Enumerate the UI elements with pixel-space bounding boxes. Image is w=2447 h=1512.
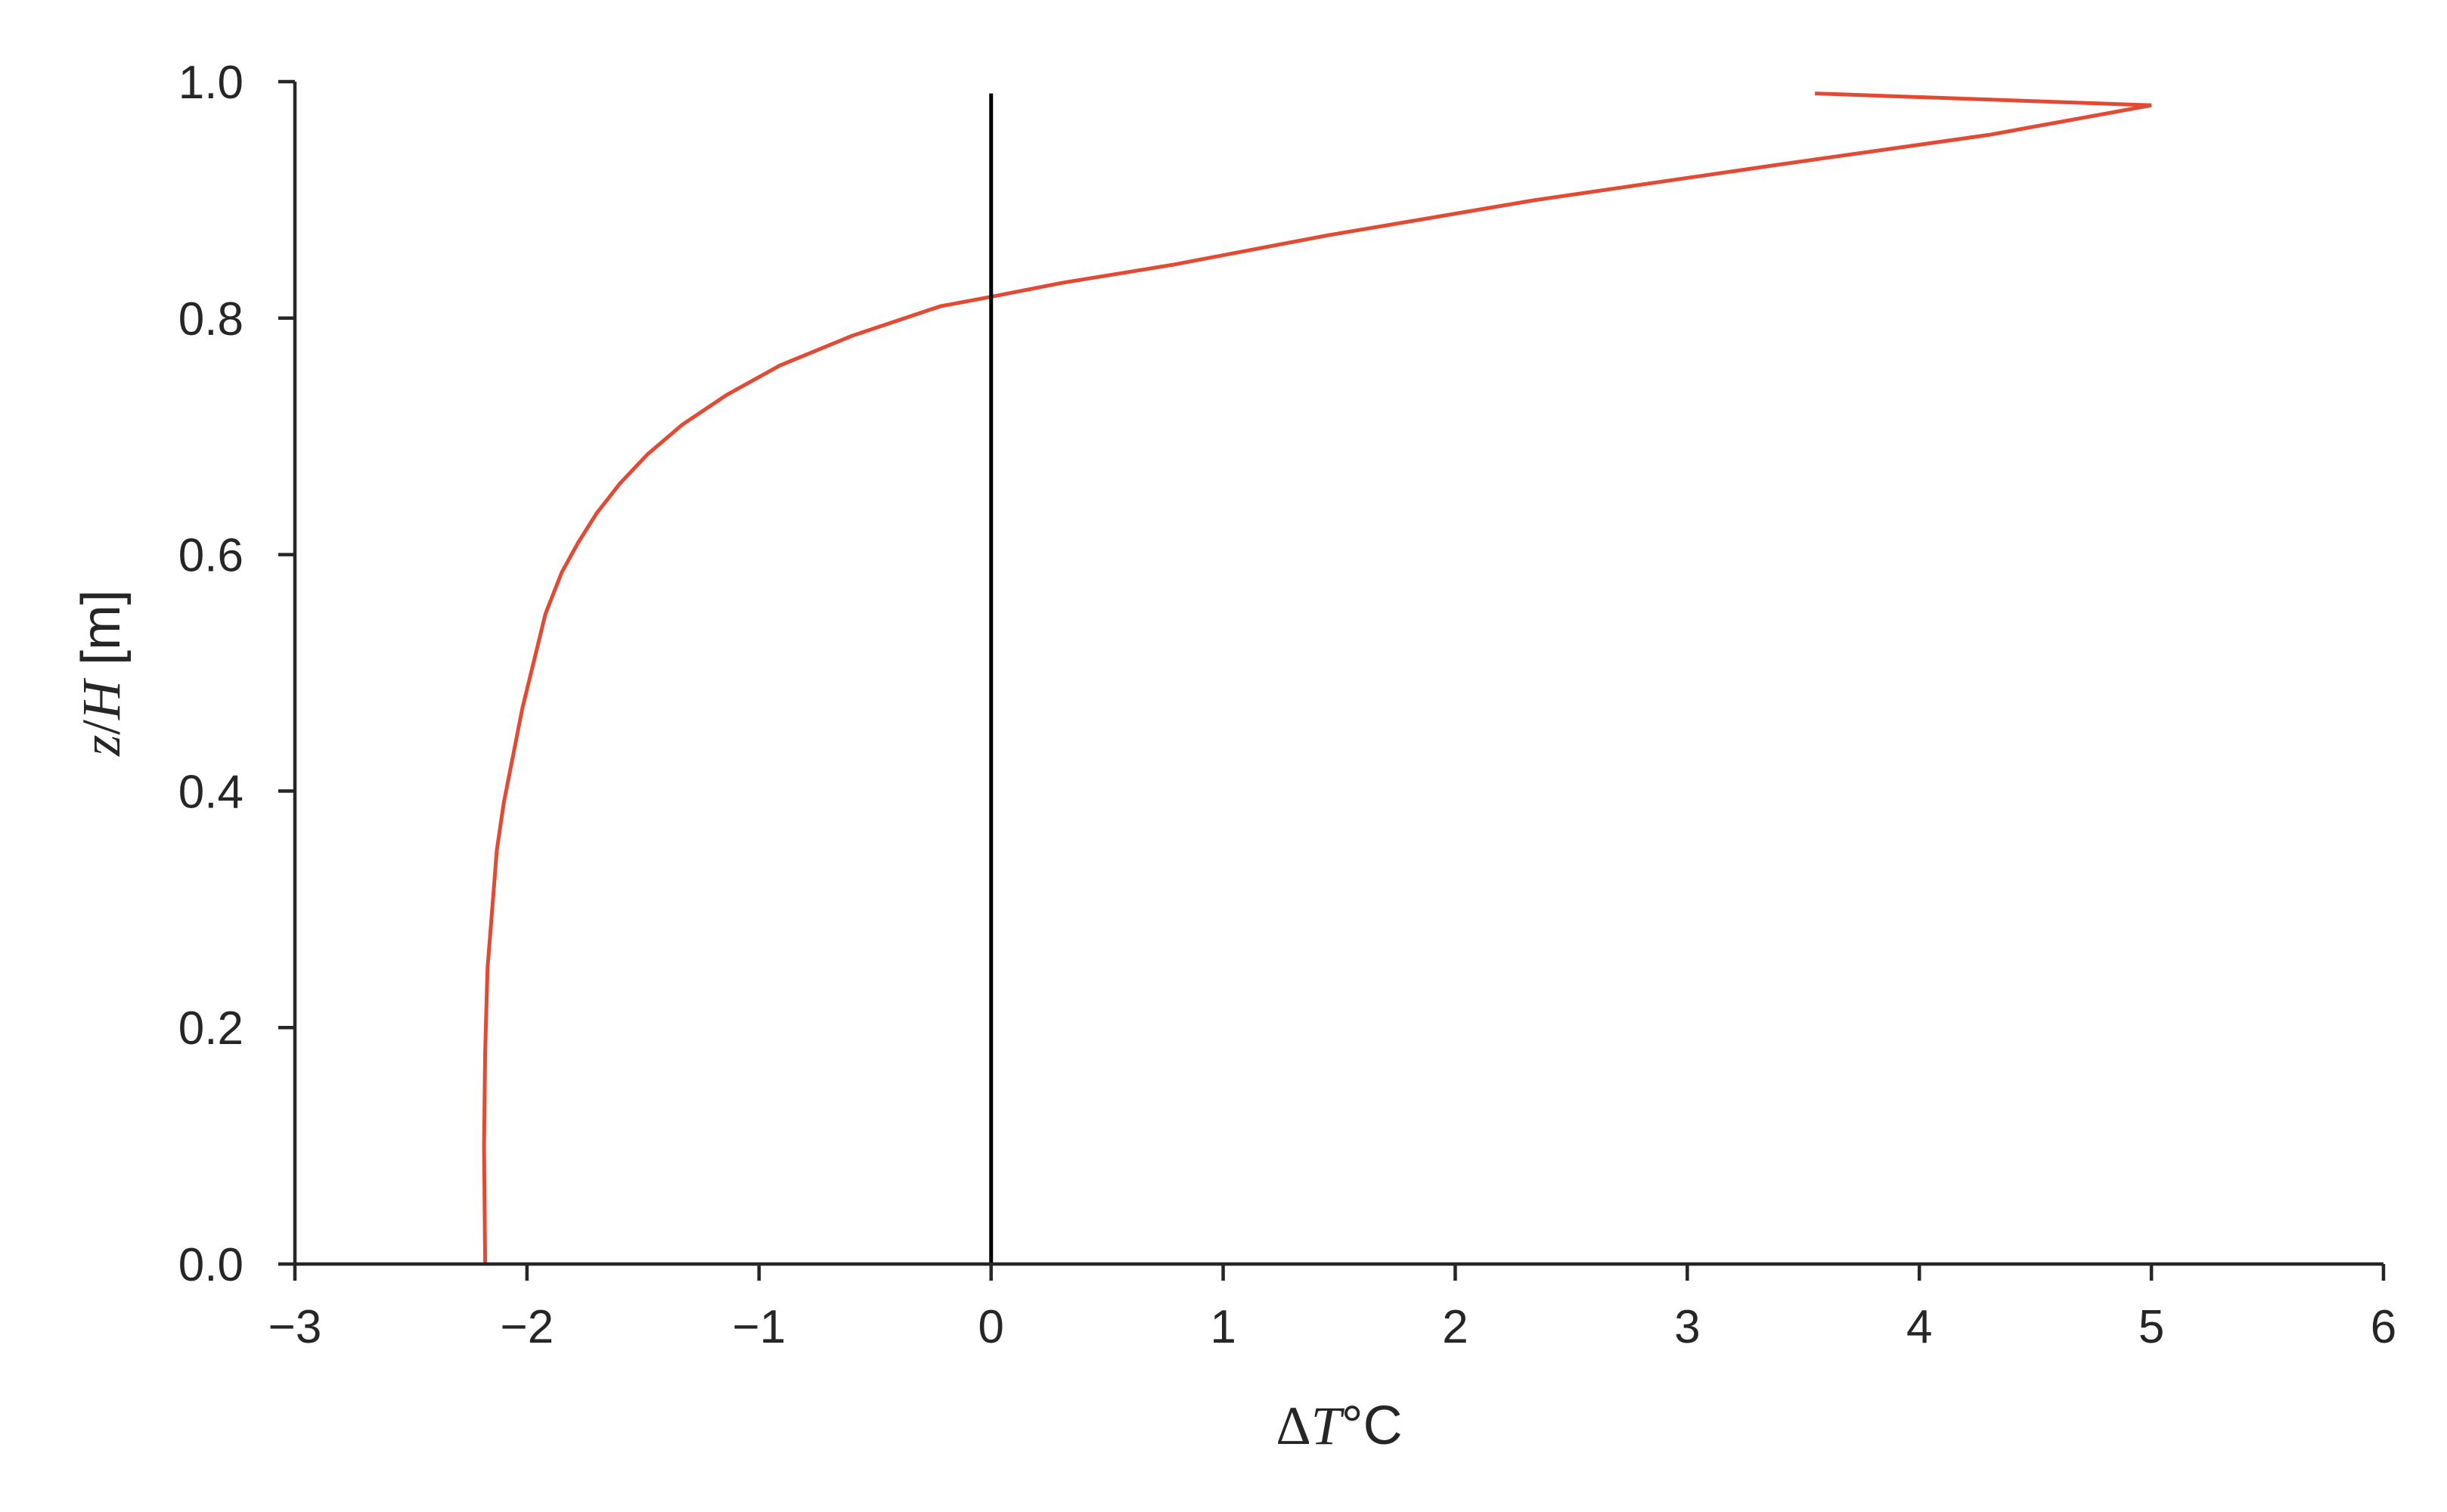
axes-layer: [293, 82, 2383, 1266]
x-tick-label: 2: [1442, 1301, 1468, 1353]
x-axis-label: ΔT°C: [1276, 1396, 1402, 1456]
y-tick-label: 0.2: [178, 1002, 243, 1055]
x-tick-label: 6: [2371, 1301, 2396, 1353]
y-tick-label: 0.8: [178, 293, 243, 345]
x-tick-label: 5: [2138, 1301, 2164, 1353]
series-line-0: [482, 91, 2152, 1265]
x-tick-label: 3: [1674, 1301, 1700, 1353]
x-tick-label: 0: [978, 1301, 1003, 1353]
x-tick-label: −1: [732, 1301, 786, 1353]
x-tick-label: −2: [501, 1301, 554, 1353]
y-tick-label: 1.0: [178, 57, 243, 109]
x-tick-label: −3: [268, 1301, 322, 1353]
x-tick-label: 1: [1210, 1301, 1236, 1353]
y-tick-label: 0.6: [178, 530, 243, 582]
series-layer: [482, 91, 2152, 1265]
y-tick-label: 0.4: [178, 766, 243, 818]
y-axis-label: z/H [m]: [71, 590, 132, 757]
x-tick-label: 4: [1906, 1301, 1932, 1353]
ticks-layer: −3 −2 −1 0 1 2 3 4 5 6 0.0 0.2 0.4 0.6 0.8 1.0: [178, 57, 2396, 1353]
y-tick-label: 0.0: [178, 1239, 243, 1291]
